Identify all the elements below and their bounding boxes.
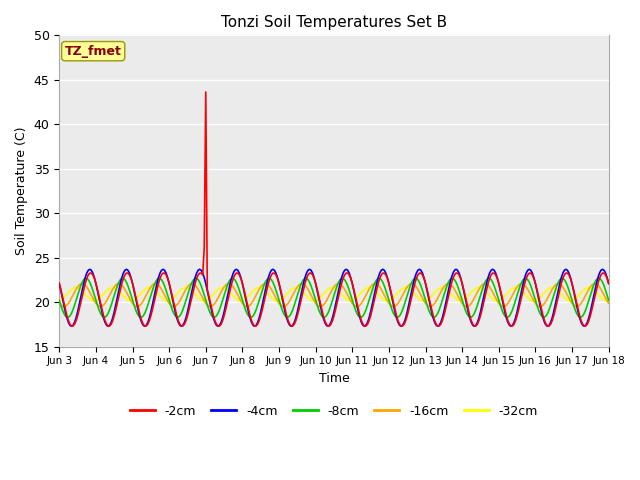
X-axis label: Time: Time [319, 372, 349, 385]
Title: Tonzi Soil Temperatures Set B: Tonzi Soil Temperatures Set B [221, 15, 447, 30]
Y-axis label: Soil Temperature (C): Soil Temperature (C) [15, 127, 28, 255]
Legend: -2cm, -4cm, -8cm, -16cm, -32cm: -2cm, -4cm, -8cm, -16cm, -32cm [125, 400, 543, 423]
Text: TZ_fmet: TZ_fmet [65, 45, 122, 58]
